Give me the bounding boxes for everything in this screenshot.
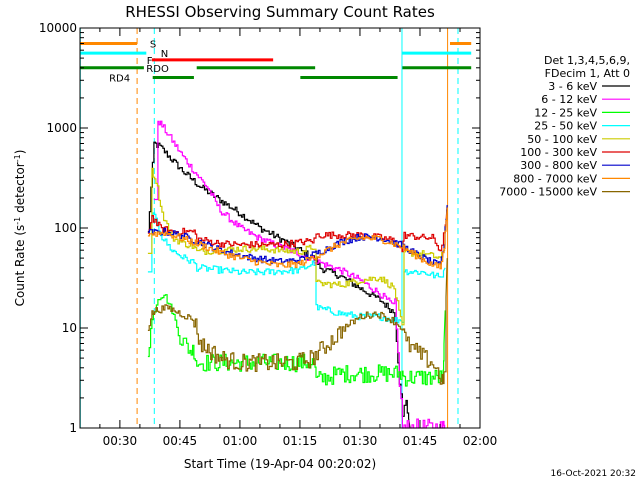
y-axis-label: Count Rate (s-1 detector-1) (13, 150, 28, 307)
y-tick-label-1: 1 (69, 421, 77, 435)
y-tick-label-1000: 1000 (46, 121, 77, 135)
flag-label-n: N (161, 49, 168, 60)
x-tick-label-01-15: 01:15 (283, 434, 318, 448)
legend-label-50-100-kev: 50 - 100 keV (527, 133, 597, 146)
legend-label-12-25-kev: 12 - 25 keV (534, 106, 597, 119)
y-tick-label-10: 10 (62, 321, 77, 335)
timestamp: 16-Oct-2021 20:32 (551, 469, 636, 479)
legend: Det 1,3,4,5,6,9,FDecim 1, Att 03 - 6 keV… (499, 54, 630, 199)
y-axis-label-part: -1 (13, 154, 22, 162)
legend-label-3-6-kev: 3 - 6 keV (548, 80, 597, 93)
flag-label-f: F (147, 56, 153, 67)
x-tick-label-00-30: 00:30 (103, 434, 138, 448)
x-axis-ticks: 00:30 00:45 01:00 01:15 01:30 01:45 02:00 (99, 28, 498, 448)
y-axis-label-part: Count Rate (s (13, 225, 27, 307)
series-layer (147, 120, 448, 429)
series-line-3-6-kev (147, 141, 411, 429)
flag-label-rd4: RD4 (109, 73, 130, 84)
series-line-7000-15000-kev (147, 258, 448, 385)
series-line-25-50-kev (147, 212, 446, 324)
series-line-6-12-kev (153, 120, 446, 429)
y-tick-label-100: 100 (54, 221, 77, 235)
legend-header-1: Det 1,3,4,5,6,9, (544, 54, 630, 67)
series-line-800-7000-kev (147, 207, 448, 270)
flag-label-rdo: RDO (146, 64, 169, 75)
x-tick-label-01-30: 01:30 (343, 434, 378, 448)
chart-title: RHESSI Observing Summary Count Rates (125, 3, 435, 21)
legend-label-800-7000-kev: 800 - 7000 keV (513, 172, 597, 185)
x-tick-label-00-45: 00:45 (163, 434, 198, 448)
y-tick-label-10000: 10000 (39, 21, 77, 35)
x-tick-label-02-00: 02:00 (463, 434, 498, 448)
legend-header-2: FDecim 1, Att 0 (545, 67, 630, 80)
legend-label-25-50-kev: 25 - 50 keV (534, 120, 597, 133)
legend-label-100-300-kev: 100 - 300 keV (520, 146, 597, 159)
legend-label-7000-15000-kev: 7000 - 15000 keV (499, 186, 597, 199)
y-axis-label-part: ) (13, 150, 27, 155)
x-axis-label: Start Time (19-Apr-04 00:20:02) (184, 457, 376, 471)
legend-label-300-800-kev: 300 - 800 keV (520, 159, 597, 172)
y-axis-ticks: 1 10 100 1000 10000 (39, 21, 480, 435)
plot-frame (79, 27, 481, 429)
legend-label-6-12-kev: 6 - 12 keV (541, 93, 597, 106)
series-line-50-100-kev (147, 167, 446, 326)
y-axis-label-part: detector (13, 162, 27, 217)
y-axis-label-part: -1 (13, 217, 22, 225)
x-tick-label-01-00: 01:00 (223, 434, 258, 448)
series-line-12-25-kev (147, 294, 446, 387)
flag-label-s: S (150, 39, 156, 50)
x-tick-label-01-45: 01:45 (403, 434, 438, 448)
